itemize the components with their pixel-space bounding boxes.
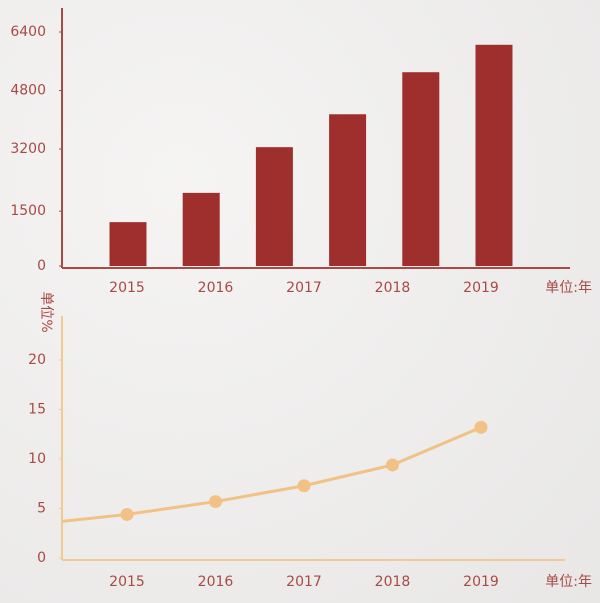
y-tick-label: 3200	[10, 141, 46, 157]
point	[120, 507, 134, 521]
x-tick-label: 2016	[198, 574, 234, 590]
line	[61, 425, 482, 523]
bar	[329, 114, 367, 266]
bar	[402, 72, 440, 266]
y-axis-label: 单位%	[38, 291, 54, 332]
x-tick-label: 2016	[198, 280, 234, 296]
point	[386, 458, 399, 472]
y-tick-label: 20	[28, 352, 46, 368]
x-axis-label: 单位:年	[545, 574, 592, 590]
x-tick-label: 2017	[286, 574, 322, 590]
bar	[255, 147, 293, 266]
x-axis-label: 单位:年	[545, 280, 592, 296]
y-tick-label: 0	[37, 550, 46, 566]
x-tick-label: 2019	[463, 574, 499, 590]
x-tick-label: 2019	[463, 280, 499, 296]
y-tick-label: 0	[37, 258, 46, 274]
y-tick-label: 15	[28, 402, 46, 418]
bar	[475, 44, 513, 266]
y-tick-label: 5	[37, 501, 46, 517]
point	[297, 479, 311, 493]
bar	[182, 192, 220, 266]
x-tick-label: 2017	[286, 280, 322, 296]
y-tick-label: 6400	[10, 24, 46, 40]
bar	[109, 222, 147, 266]
y-tick-label: 4800	[10, 83, 46, 99]
x-tick-label: 2015	[109, 280, 145, 296]
x-tick-label: 2018	[375, 280, 411, 296]
x-tick-label: 2018	[375, 574, 411, 590]
point	[474, 420, 488, 434]
x-tick-label: 2015	[109, 574, 145, 590]
point	[209, 495, 222, 509]
y-tick-label: 1500	[10, 203, 46, 219]
y-tick-label: 10	[28, 451, 46, 467]
